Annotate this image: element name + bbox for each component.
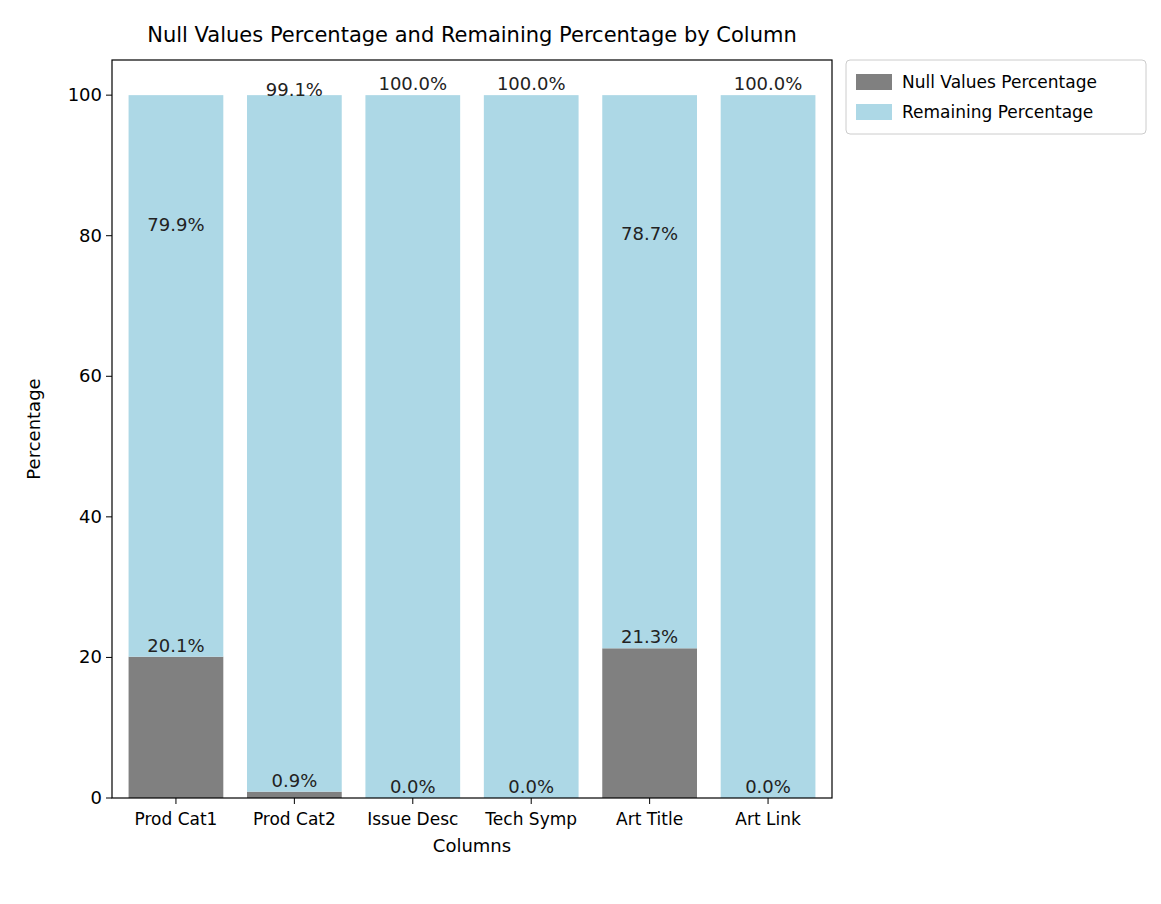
data-label: 99.1% bbox=[266, 79, 323, 100]
chart: 20.1% 0.9% 0.0% 0.0% 21.3% 0.0% 79.9% 99.1% 100.… bbox=[0, 0, 1161, 904]
y-tick bbox=[106, 95, 112, 96]
x-tick-label: Prod Cat1 bbox=[134, 809, 217, 829]
data-label: 21.3% bbox=[621, 626, 678, 647]
legend-box bbox=[846, 60, 1146, 134]
data-label: 0.0% bbox=[390, 776, 436, 797]
legend-swatch bbox=[856, 74, 892, 90]
data-label: 20.1% bbox=[147, 635, 204, 656]
data-label: 0.0% bbox=[745, 776, 791, 797]
x-tick bbox=[768, 798, 769, 804]
y-tick-label: 0 bbox=[91, 787, 102, 808]
y-tick bbox=[106, 376, 112, 377]
bar bbox=[484, 95, 579, 798]
y-tick-label: 20 bbox=[79, 646, 102, 667]
bar bbox=[247, 95, 342, 792]
legend: Null Values Percentage Remaining Percenta… bbox=[846, 60, 1146, 134]
bar bbox=[602, 95, 697, 648]
title: Null Values Percentage and Remaining Per… bbox=[147, 23, 797, 47]
data-label: 100.0% bbox=[734, 73, 803, 94]
bar bbox=[721, 95, 816, 798]
bar bbox=[129, 95, 224, 657]
bar bbox=[129, 657, 224, 798]
x-tick-label: Art Link bbox=[735, 809, 801, 829]
data-label: 78.7% bbox=[621, 223, 678, 244]
x-tick bbox=[294, 798, 295, 804]
data-label: 100.0% bbox=[497, 73, 566, 94]
y-tick bbox=[106, 235, 112, 236]
y-axis-label: Percentage bbox=[23, 378, 44, 479]
y-tick bbox=[106, 516, 112, 517]
bar bbox=[602, 648, 697, 798]
y-tick-label: 80 bbox=[79, 225, 102, 246]
x-tick-label: Tech Symp bbox=[484, 809, 577, 829]
data-label: 79.9% bbox=[147, 214, 204, 235]
y-tick bbox=[106, 657, 112, 658]
x-tick-label: Issue Desc bbox=[367, 809, 458, 829]
data-label: 0.9% bbox=[272, 770, 318, 791]
data-label: 100.0% bbox=[378, 73, 447, 94]
y-tick-label: 60 bbox=[79, 365, 102, 386]
x-tick-label: Prod Cat2 bbox=[253, 809, 336, 829]
bar bbox=[365, 95, 460, 798]
x-tick bbox=[649, 798, 650, 804]
legend-swatch bbox=[856, 104, 892, 120]
legend-label: Remaining Percentage bbox=[902, 102, 1093, 122]
x-tick bbox=[531, 798, 532, 804]
y-tick-label: 40 bbox=[79, 506, 102, 527]
y-tick bbox=[106, 798, 112, 799]
x-tick bbox=[175, 798, 176, 804]
legend-label: Null Values Percentage bbox=[902, 72, 1097, 92]
y-tick-label: 100 bbox=[68, 84, 102, 105]
bar bbox=[247, 792, 342, 798]
x-tick-label: Art Title bbox=[616, 809, 683, 829]
x-axis-label: Columns bbox=[433, 835, 511, 856]
axes-frame bbox=[112, 60, 832, 798]
bars bbox=[129, 95, 816, 798]
x-tick bbox=[412, 798, 413, 804]
data-label: 0.0% bbox=[508, 776, 554, 797]
